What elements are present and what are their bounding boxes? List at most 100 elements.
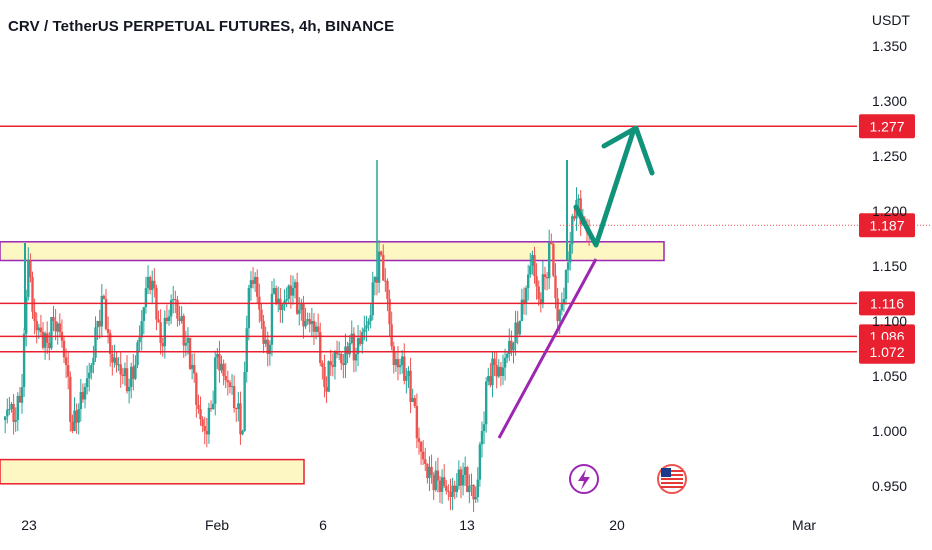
candle-body[interactable] — [518, 321, 521, 335]
candle-body[interactable] — [104, 299, 108, 330]
candle-body[interactable] — [270, 293, 274, 345]
candle-body[interactable] — [482, 424, 486, 431]
candle-body[interactable] — [100, 295, 104, 327]
candle-body[interactable] — [224, 376, 227, 381]
candle-body[interactable] — [520, 299, 524, 321]
candle-body[interactable] — [421, 451, 425, 460]
candle-body[interactable] — [203, 425, 206, 431]
candle-body[interactable] — [75, 410, 78, 423]
candle-body[interactable] — [144, 288, 148, 308]
candle-body[interactable] — [125, 368, 129, 392]
level-price-label[interactable]: 1.277 — [869, 118, 904, 134]
candle-body[interactable] — [346, 346, 349, 355]
candle-body[interactable] — [195, 373, 198, 405]
candle-body[interactable] — [562, 299, 566, 305]
y-tick-label[interactable]: 1.150 — [872, 258, 907, 274]
candle-body[interactable] — [478, 444, 482, 480]
candle-body[interactable] — [459, 469, 463, 486]
candle-body[interactable] — [151, 280, 154, 290]
candle-body[interactable] — [136, 342, 139, 365]
candle-body[interactable] — [140, 321, 143, 338]
candle-body[interactable] — [245, 328, 248, 372]
candle-body[interactable] — [396, 359, 400, 368]
y-tick-label[interactable]: 1.100 — [872, 313, 907, 329]
us-flag-event-icon[interactable] — [657, 464, 687, 494]
candle-body[interactable] — [4, 416, 7, 420]
candle-body[interactable] — [526, 274, 530, 288]
candle-body[interactable] — [279, 298, 282, 310]
y-tick-label[interactable]: 1.000 — [872, 423, 907, 439]
candle-body[interactable] — [489, 376, 492, 386]
candle-body[interactable] — [193, 365, 196, 374]
candle-body[interactable] — [537, 286, 540, 299]
candle-body[interactable] — [571, 216, 574, 244]
candle-body[interactable] — [293, 282, 297, 288]
candle-body[interactable] — [113, 357, 116, 363]
candle-body[interactable] — [214, 357, 217, 404]
candle-body[interactable] — [487, 376, 490, 382]
candle-body[interactable] — [117, 364, 120, 366]
x-tick-label[interactable]: 6 — [319, 517, 327, 533]
candle-body[interactable] — [491, 358, 494, 386]
candle-body[interactable] — [94, 327, 97, 358]
candle-body[interactable] — [81, 391, 85, 400]
candle-body[interactable] — [35, 321, 38, 331]
candle-body[interactable] — [211, 403, 215, 409]
candle-body[interactable] — [251, 280, 255, 284]
candle-body[interactable] — [340, 353, 343, 364]
level-price-tag[interactable] — [859, 339, 915, 364]
candle-body[interactable] — [226, 380, 230, 383]
candle-body[interactable] — [505, 354, 509, 358]
candle-body[interactable] — [382, 255, 385, 281]
candle-body[interactable] — [138, 337, 141, 343]
trendline[interactable] — [497, 258, 598, 439]
candle-body[interactable] — [398, 365, 402, 368]
candle-body[interactable] — [325, 387, 328, 392]
candle-body[interactable] — [323, 366, 326, 387]
candle-body[interactable] — [174, 299, 177, 300]
x-tick-label[interactable]: 20 — [609, 517, 625, 533]
candle-body[interactable] — [167, 316, 171, 321]
candle-body[interactable] — [300, 303, 303, 310]
lightning-event-icon[interactable] — [569, 464, 599, 494]
x-tick-label[interactable]: 13 — [459, 517, 475, 533]
candle-body[interactable] — [241, 431, 244, 435]
candle-body[interactable] — [90, 365, 93, 373]
candle-body[interactable] — [461, 475, 465, 486]
candle-body[interactable] — [83, 387, 87, 400]
candle-body[interactable] — [295, 282, 299, 314]
candle-body[interactable] — [350, 333, 353, 343]
candle-body[interactable] — [256, 277, 259, 297]
candle-body[interactable] — [18, 395, 22, 403]
candle-body[interactable] — [58, 323, 62, 332]
candle-body[interactable] — [327, 361, 330, 392]
candle-body[interactable] — [31, 277, 34, 312]
candle-body[interactable] — [178, 318, 181, 321]
candle-body[interactable] — [470, 484, 473, 486]
candle-body[interactable] — [501, 367, 505, 376]
candle-body[interactable] — [543, 274, 547, 277]
candle-body[interactable] — [39, 327, 43, 332]
candle-body[interactable] — [442, 477, 446, 486]
candle-body[interactable] — [352, 333, 356, 361]
candle-body[interactable] — [430, 466, 433, 475]
candle-body[interactable] — [220, 363, 223, 371]
x-tick-label[interactable]: Mar — [792, 517, 816, 533]
candle-body[interactable] — [6, 409, 9, 417]
candle-body[interactable] — [438, 480, 442, 492]
candle-body[interactable] — [400, 356, 404, 365]
candle-body[interactable] — [260, 309, 263, 321]
candle-body[interactable] — [54, 321, 57, 332]
candle-body[interactable] — [197, 404, 200, 409]
candle-body[interactable] — [390, 324, 393, 347]
candle-body[interactable] — [529, 265, 532, 275]
candle-body[interactable] — [247, 288, 251, 329]
candle-body[interactable] — [545, 277, 549, 279]
candle-body[interactable] — [568, 244, 572, 263]
candle-body[interactable] — [342, 363, 345, 365]
candle-body[interactable] — [308, 319, 311, 325]
candle-body[interactable] — [92, 357, 95, 365]
candle-body[interactable] — [285, 299, 288, 301]
current-price-label[interactable]: 1.187 — [869, 217, 904, 233]
candle-body[interactable] — [79, 391, 83, 409]
